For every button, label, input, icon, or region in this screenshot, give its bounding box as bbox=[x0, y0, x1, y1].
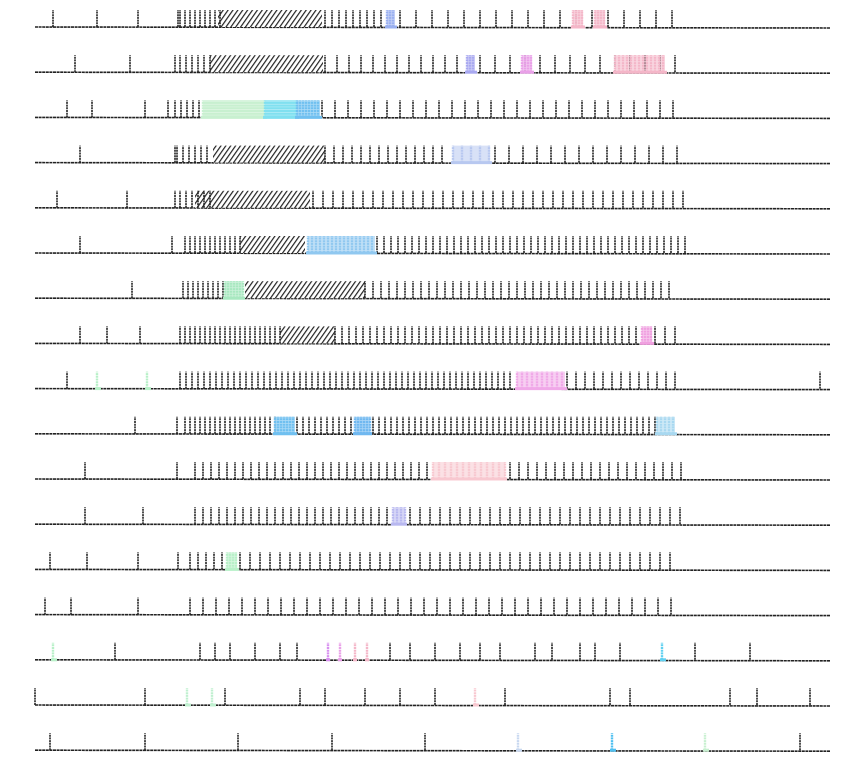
spike-burst bbox=[245, 281, 365, 299]
spike-train-row bbox=[34, 281, 831, 300]
spike-train-row bbox=[34, 371, 831, 391]
spike-train-row bbox=[34, 190, 831, 210]
baseline bbox=[34, 71, 831, 74]
baseline bbox=[34, 523, 831, 526]
baseline bbox=[34, 252, 831, 255]
baseline bbox=[34, 568, 831, 572]
spike-train-row bbox=[34, 642, 831, 662]
spike-train-row bbox=[34, 416, 831, 436]
baseline bbox=[34, 207, 831, 210]
spike-burst bbox=[218, 10, 322, 27]
baseline bbox=[34, 26, 831, 29]
baseline bbox=[34, 387, 831, 391]
spike-burst bbox=[213, 145, 325, 163]
spike-burst bbox=[210, 55, 323, 73]
baseline bbox=[34, 704, 831, 707]
spike-train-row bbox=[34, 733, 831, 752]
spike-train-row bbox=[34, 597, 831, 617]
spike-burst bbox=[195, 190, 310, 208]
baseline bbox=[34, 433, 831, 436]
spike-train-row bbox=[34, 55, 831, 74]
baseline bbox=[34, 749, 831, 752]
highlighted-burst bbox=[393, 507, 405, 525]
spike-train-row bbox=[34, 552, 831, 572]
baseline bbox=[34, 297, 831, 300]
spike-train-row bbox=[34, 462, 831, 481]
baseline bbox=[34, 116, 831, 120]
spike-train-row bbox=[34, 145, 831, 165]
spike-train-row bbox=[34, 326, 831, 346]
spike-train-row bbox=[34, 10, 831, 29]
spike-burst bbox=[280, 326, 335, 344]
baseline bbox=[34, 613, 831, 617]
spike-train-row bbox=[34, 507, 831, 526]
baseline bbox=[34, 161, 831, 165]
spike-train-row bbox=[34, 100, 831, 120]
baseline bbox=[34, 342, 831, 346]
spike-train-row bbox=[34, 688, 831, 707]
spike-burst bbox=[240, 236, 305, 253]
baseline bbox=[34, 659, 831, 662]
spike-train-row bbox=[34, 236, 831, 255]
